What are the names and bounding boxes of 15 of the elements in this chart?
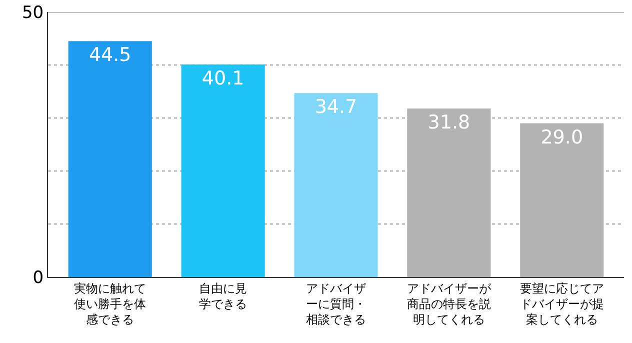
data-label: 44.5 (88, 44, 132, 66)
data-label: 29.0 (540, 126, 584, 148)
bar (294, 93, 378, 277)
bar (68, 41, 152, 277)
data-label: 31.8 (428, 111, 470, 134)
y-tick-label: 0 (32, 268, 44, 288)
data-label: 40.1 (202, 67, 244, 90)
bar (181, 64, 265, 277)
x-tick-label: アドバイザーが商品の特長を説明してくれる (406, 281, 492, 327)
data-label: 34.7 (314, 96, 358, 118)
x-tick-label: 自由に見学できる (199, 281, 248, 311)
x-tick-label: 要望に応じてアドバイザーが提案してくれる (520, 281, 604, 327)
y-tick-label: 50 (22, 2, 44, 23)
x-tick-label: 実物に触れて使い勝手を体感できる (74, 281, 146, 327)
x-tick-label: アドバイザーに質問・相談できる (306, 281, 366, 327)
